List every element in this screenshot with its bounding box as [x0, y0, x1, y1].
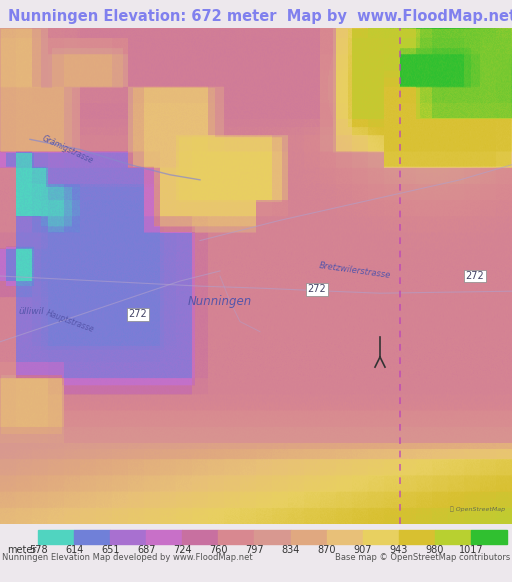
Bar	[219, 530, 254, 544]
Text: meter: meter	[7, 545, 36, 555]
Bar	[110, 530, 146, 544]
Bar	[146, 530, 182, 544]
Text: 272: 272	[465, 271, 484, 281]
Text: Hauptstrasse: Hauptstrasse	[45, 308, 95, 335]
Text: Nunningen Elevation Map developed by www.FloodMap.net: Nunningen Elevation Map developed by www…	[2, 553, 252, 562]
Text: Base map © OpenStreetMap contributors: Base map © OpenStreetMap contributors	[335, 553, 510, 562]
Text: Bretzwilerstrasse: Bretzwilerstrasse	[318, 261, 392, 281]
Text: 272: 272	[129, 310, 147, 320]
Text: Grämigstrasse: Grämigstrasse	[41, 134, 95, 165]
Text: Nunningen: Nunningen	[188, 295, 252, 308]
Text: ülliwil: ülliwil	[18, 307, 44, 316]
Bar	[471, 530, 507, 544]
Bar	[435, 530, 471, 544]
Bar	[38, 530, 74, 544]
Text: 943: 943	[390, 545, 408, 555]
Text: 760: 760	[209, 545, 228, 555]
Text: 687: 687	[137, 545, 156, 555]
Text: 1017: 1017	[459, 545, 483, 555]
Text: 834: 834	[282, 545, 300, 555]
Text: 724: 724	[173, 545, 191, 555]
Bar	[327, 530, 362, 544]
Bar	[362, 530, 399, 544]
Bar	[182, 530, 219, 544]
Bar	[399, 530, 435, 544]
Text: 907: 907	[353, 545, 372, 555]
Bar	[290, 530, 327, 544]
Text: 870: 870	[317, 545, 336, 555]
Bar	[74, 530, 110, 544]
Text: 980: 980	[425, 545, 444, 555]
Bar	[254, 530, 290, 544]
Text: Ⓜ OpenStreetMap: Ⓜ OpenStreetMap	[450, 506, 505, 512]
Text: 614: 614	[65, 545, 83, 555]
Text: 272: 272	[308, 284, 326, 294]
Text: 651: 651	[101, 545, 119, 555]
Text: 578: 578	[29, 545, 47, 555]
Text: Nunningen Elevation: 672 meter  Map by  www.FloodMap.net (beta): Nunningen Elevation: 672 meter Map by ww…	[8, 9, 512, 24]
Text: 797: 797	[245, 545, 264, 555]
